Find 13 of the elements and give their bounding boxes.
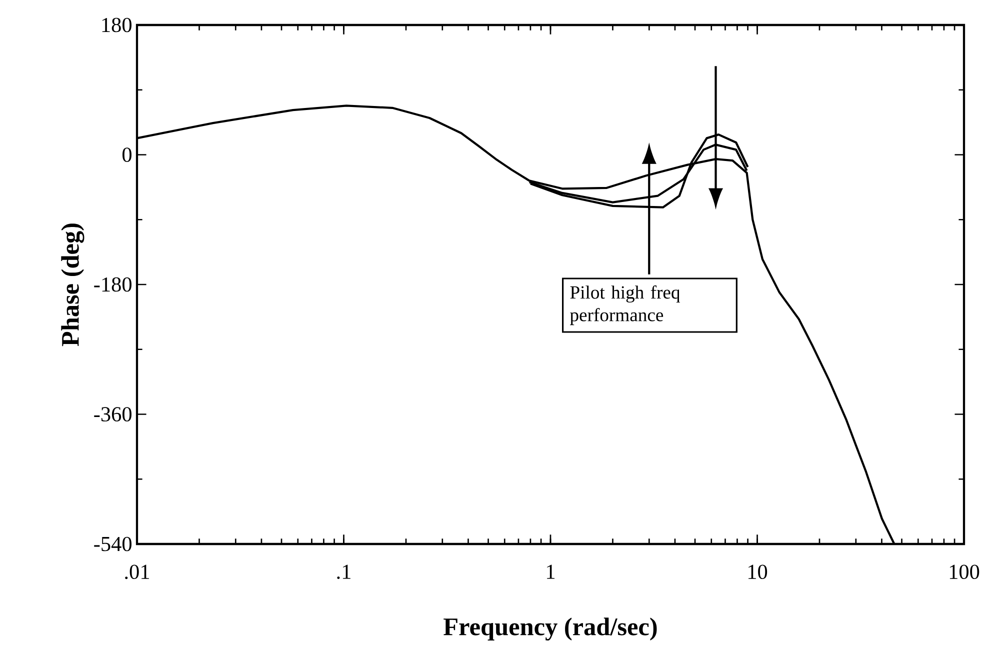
y-tick-label: -360	[94, 407, 132, 422]
x-tick-label: 1	[547, 564, 555, 579]
annotation: Pilot high freq performance	[570, 285, 680, 326]
x-tick-label: 100	[950, 564, 980, 580]
y-axis-title: Phase (deg)	[61, 224, 84, 346]
x-axis-title: Frequency (rad/sec)	[444, 618, 657, 641]
y-tick-label: 180	[102, 18, 132, 32]
x-tick-label: .01	[125, 564, 150, 580]
x-tick-label: 10	[748, 564, 768, 580]
y-tick-label: 0	[122, 148, 132, 162]
x-tick-label: .1	[337, 564, 350, 580]
y-tick-label: -540	[94, 536, 132, 552]
y-tick-label: -180	[94, 277, 132, 292]
